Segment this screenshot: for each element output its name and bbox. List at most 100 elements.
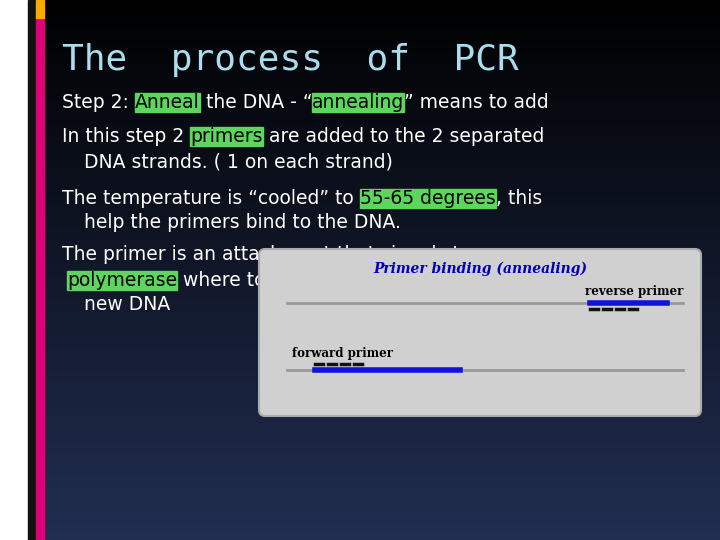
Bar	[0, 320, 720, 324]
Bar	[0, 261, 720, 266]
Text: The temperature is “cooled” to: The temperature is “cooled” to	[62, 188, 360, 207]
Bar	[0, 463, 720, 468]
Bar	[0, 144, 720, 148]
Bar	[0, 50, 720, 54]
Bar	[0, 54, 720, 58]
Bar	[0, 45, 720, 50]
Bar	[0, 9, 720, 14]
Bar	[0, 212, 720, 216]
Text: primers: primers	[190, 126, 263, 145]
Bar	[0, 162, 720, 166]
Bar	[0, 230, 720, 234]
Bar	[0, 509, 720, 513]
Bar	[0, 77, 720, 81]
Bar	[0, 171, 720, 176]
Bar	[0, 99, 720, 104]
Bar	[0, 247, 720, 252]
Text: reverse primer: reverse primer	[585, 286, 683, 299]
Bar	[0, 405, 720, 409]
Bar	[0, 63, 720, 68]
Bar	[0, 225, 720, 229]
Bar	[0, 85, 720, 90]
Bar	[0, 243, 720, 247]
Bar	[0, 148, 720, 153]
Bar	[0, 459, 720, 463]
Bar	[0, 252, 720, 256]
Bar	[0, 333, 720, 338]
Bar	[0, 112, 720, 117]
Text: ” means to add: ” means to add	[405, 92, 549, 111]
Bar	[312, 92, 405, 111]
Bar	[135, 92, 199, 111]
Bar	[0, 279, 720, 284]
Bar	[0, 31, 720, 36]
Bar	[0, 274, 720, 279]
Bar	[0, 374, 720, 378]
Bar	[0, 135, 720, 139]
Bar	[0, 139, 720, 144]
Bar	[0, 220, 720, 225]
Bar	[0, 360, 720, 364]
Bar	[0, 450, 720, 455]
Bar	[0, 495, 720, 500]
Text: 55-65 degrees: 55-65 degrees	[360, 188, 495, 207]
Text: Anneal: Anneal	[135, 92, 199, 111]
Bar	[0, 234, 720, 239]
Bar	[0, 513, 720, 517]
Bar	[0, 90, 720, 94]
Bar	[0, 531, 720, 536]
Bar	[0, 40, 720, 45]
Text: The  process  of  PCR: The process of PCR	[62, 43, 518, 77]
Text: the DNA - “: the DNA - “	[199, 92, 312, 111]
Text: Primer binding (annealing): Primer binding (annealing)	[373, 262, 587, 276]
Bar	[0, 23, 720, 27]
Bar	[36, 18, 44, 540]
Text: forward primer: forward primer	[292, 348, 393, 361]
Text: DNA strands. ( 1 on each strand): DNA strands. ( 1 on each strand)	[84, 152, 393, 172]
Bar	[0, 158, 720, 162]
Bar	[0, 490, 720, 495]
Bar	[0, 432, 720, 436]
Bar	[0, 126, 720, 131]
Bar	[0, 189, 720, 193]
Bar	[0, 117, 720, 122]
Bar	[0, 14, 720, 18]
Bar	[0, 4, 720, 9]
Bar	[0, 193, 720, 198]
Bar	[0, 477, 720, 482]
Bar	[0, 198, 720, 202]
Bar	[0, 455, 720, 459]
Bar	[0, 441, 720, 445]
Bar	[0, 94, 720, 99]
Bar	[0, 482, 720, 486]
Bar	[0, 324, 720, 328]
Bar	[0, 387, 720, 392]
Bar	[0, 58, 720, 63]
Bar	[0, 500, 720, 504]
Bar	[0, 436, 720, 441]
Bar	[0, 297, 720, 301]
Text: In this step 2: In this step 2	[62, 126, 190, 145]
Text: The primer is an attachment that signals to a: The primer is an attachment that signals…	[62, 245, 489, 264]
Bar	[0, 27, 720, 31]
Bar	[0, 108, 720, 112]
Bar	[190, 126, 263, 145]
Bar	[0, 423, 720, 428]
Bar	[0, 104, 720, 108]
Bar	[0, 216, 720, 220]
Bar	[322, 271, 439, 289]
Bar	[0, 239, 720, 243]
Bar	[0, 396, 720, 401]
Bar	[0, 428, 720, 432]
Bar	[0, 270, 720, 274]
Bar	[0, 364, 720, 369]
Bar	[0, 355, 720, 360]
Text: annealing: annealing	[312, 92, 405, 111]
Bar	[0, 351, 720, 355]
Bar	[0, 392, 720, 396]
Bar	[0, 293, 720, 297]
Bar	[0, 446, 720, 450]
Bar	[0, 378, 720, 382]
Bar	[0, 301, 720, 306]
Bar	[67, 271, 177, 289]
